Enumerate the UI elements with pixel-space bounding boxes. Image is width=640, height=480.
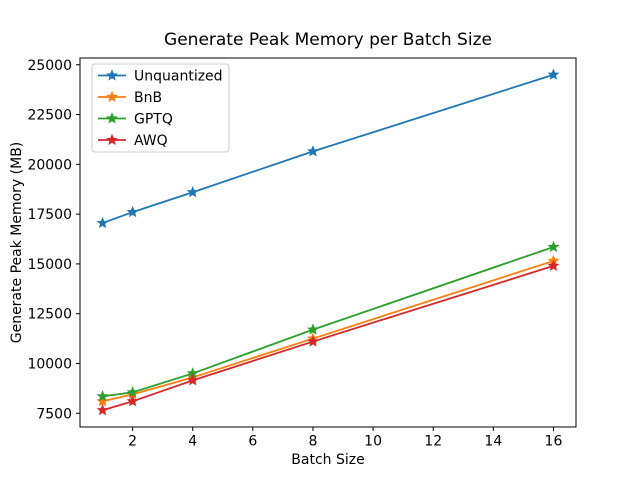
legend-entry-AWQ: AWQ <box>98 133 168 149</box>
y-axis: 7500 10000 12500 15000 17500 20000 22500 25000 <box>27 58 80 422</box>
legend-frame <box>91 63 230 153</box>
data-point-marker <box>126 205 139 218</box>
y-axis-label: Generate Peak Memory (MB) <box>9 142 25 344</box>
series-BnB <box>96 254 560 407</box>
x-tick-label: 10 <box>364 434 382 450</box>
legend-label: BnB <box>134 90 162 106</box>
data-point-marker <box>126 395 139 407</box>
data-point-marker <box>547 240 560 253</box>
data-point-marker <box>307 335 319 347</box>
y-tick-label: 22500 <box>27 108 72 124</box>
legend-marker <box>106 69 118 81</box>
data-point-marker <box>307 323 319 335</box>
legend-label: AWQ <box>134 133 168 149</box>
legend-marker <box>106 133 118 146</box>
x-tick-label: 4 <box>188 434 197 450</box>
y-tick-label: 25000 <box>27 58 72 74</box>
data-point-marker <box>186 374 199 386</box>
data-point-marker <box>186 185 199 198</box>
x-tick-label: 6 <box>248 434 257 450</box>
data-point-marker <box>307 145 319 157</box>
legend: Unquantized BnB GPTQ AWQ <box>91 63 230 153</box>
series-Unquantized <box>96 68 560 229</box>
data-point-marker <box>96 216 109 229</box>
data-point-marker <box>547 68 560 80</box>
legend-entry-Unquantized: Unquantized <box>98 69 223 85</box>
data-point-marker <box>96 390 109 402</box>
legend-entry-GPTQ: GPTQ <box>98 112 173 128</box>
y-tick-label: 17500 <box>27 207 72 223</box>
legend-marker <box>106 112 118 124</box>
x-axis: 2 4 6 8 10 12 14 16 <box>128 427 562 450</box>
y-tick-label: 7500 <box>36 406 72 422</box>
plot-area: 2 4 6 8 10 12 14 16 7500 10000 12500 15000 17500 2000… <box>27 57 577 450</box>
x-tick-label: 8 <box>309 434 318 450</box>
series-AWQ <box>96 259 560 416</box>
x-tick-label: 16 <box>545 434 563 450</box>
chart-title: Generate Peak Memory per Batch Size <box>164 30 492 50</box>
y-tick-label: 10000 <box>27 356 72 372</box>
legend-entry-BnB: BnB <box>98 90 162 106</box>
legend-label: GPTQ <box>134 112 173 128</box>
legend-marker <box>106 90 118 103</box>
data-point-marker <box>96 395 109 407</box>
axes-spines <box>79 57 577 428</box>
data-point-marker <box>96 404 109 416</box>
x-tick-label: 2 <box>128 434 137 450</box>
x-tick-label: 12 <box>424 434 442 450</box>
y-tick-label: 12500 <box>27 307 72 323</box>
data-point-marker <box>547 259 560 271</box>
legend-label: Unquantized <box>134 69 223 85</box>
series-line <box>102 265 554 412</box>
series-line <box>102 246 554 398</box>
y-tick-label: 15000 <box>27 257 72 273</box>
y-tick-label: 20000 <box>27 157 72 173</box>
x-tick-label: 14 <box>484 434 502 450</box>
series-GPTQ <box>96 240 560 402</box>
x-axis-label: Batch Size <box>291 452 364 468</box>
data-point-marker <box>126 386 139 398</box>
